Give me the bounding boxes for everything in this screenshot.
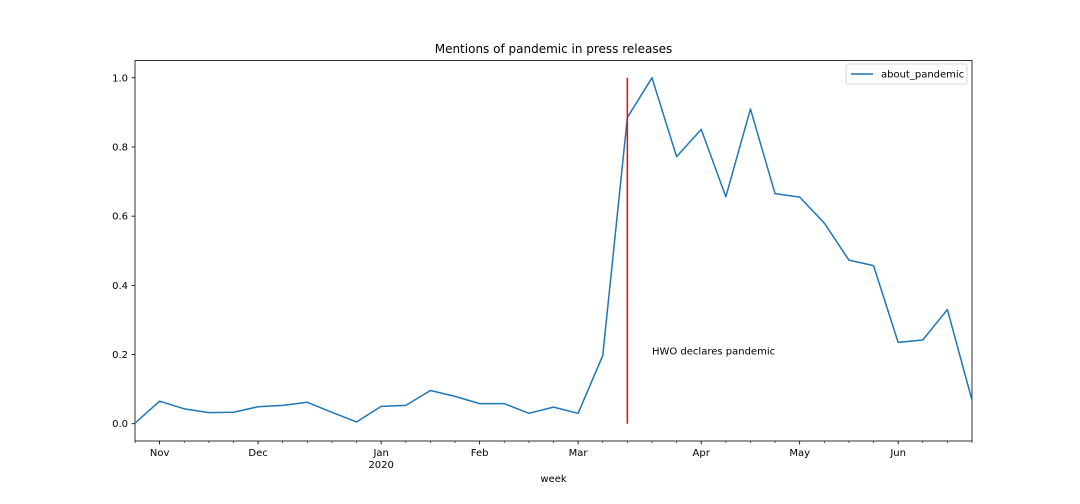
plot-frame [134, 60, 973, 442]
legend: about_pandemic [845, 63, 968, 85]
legend-label: about_pandemic [881, 70, 964, 81]
series-line-about-pandemic [134, 77, 973, 424]
x-tick-label: Mar [569, 448, 589, 459]
x-axis-label: week [540, 474, 566, 485]
x-tick-label: Apr [693, 448, 711, 459]
chart-title: Mentions of pandemic in press releases [435, 42, 673, 56]
event-annotation: HWO declares pandemic [652, 347, 775, 358]
x-tick-label: Feb [471, 448, 489, 459]
x-tick-year-label: 2020 [368, 460, 393, 471]
x-tick-label: Dec [248, 448, 267, 459]
x-tick-label: May [789, 448, 810, 459]
y-tick-label: 0.4 [112, 281, 128, 292]
x-tick-label: Nov [150, 448, 170, 459]
legend-box [845, 63, 968, 85]
y-tick-label: 0.6 [112, 212, 128, 223]
x-tick-label: Jan [372, 448, 388, 459]
x-tick-label: Jun [889, 448, 906, 459]
plot-area: HWO declares pandemic [134, 60, 973, 442]
y-tick-label: 0.2 [112, 350, 128, 361]
y-tick-label: 0.8 [112, 142, 128, 153]
y-tick-label: 1.0 [112, 73, 128, 84]
y-axis: 0.0 0.2 0.4 0.6 0.8 1.0 [112, 73, 135, 430]
y-tick-label: 0.0 [112, 419, 128, 430]
